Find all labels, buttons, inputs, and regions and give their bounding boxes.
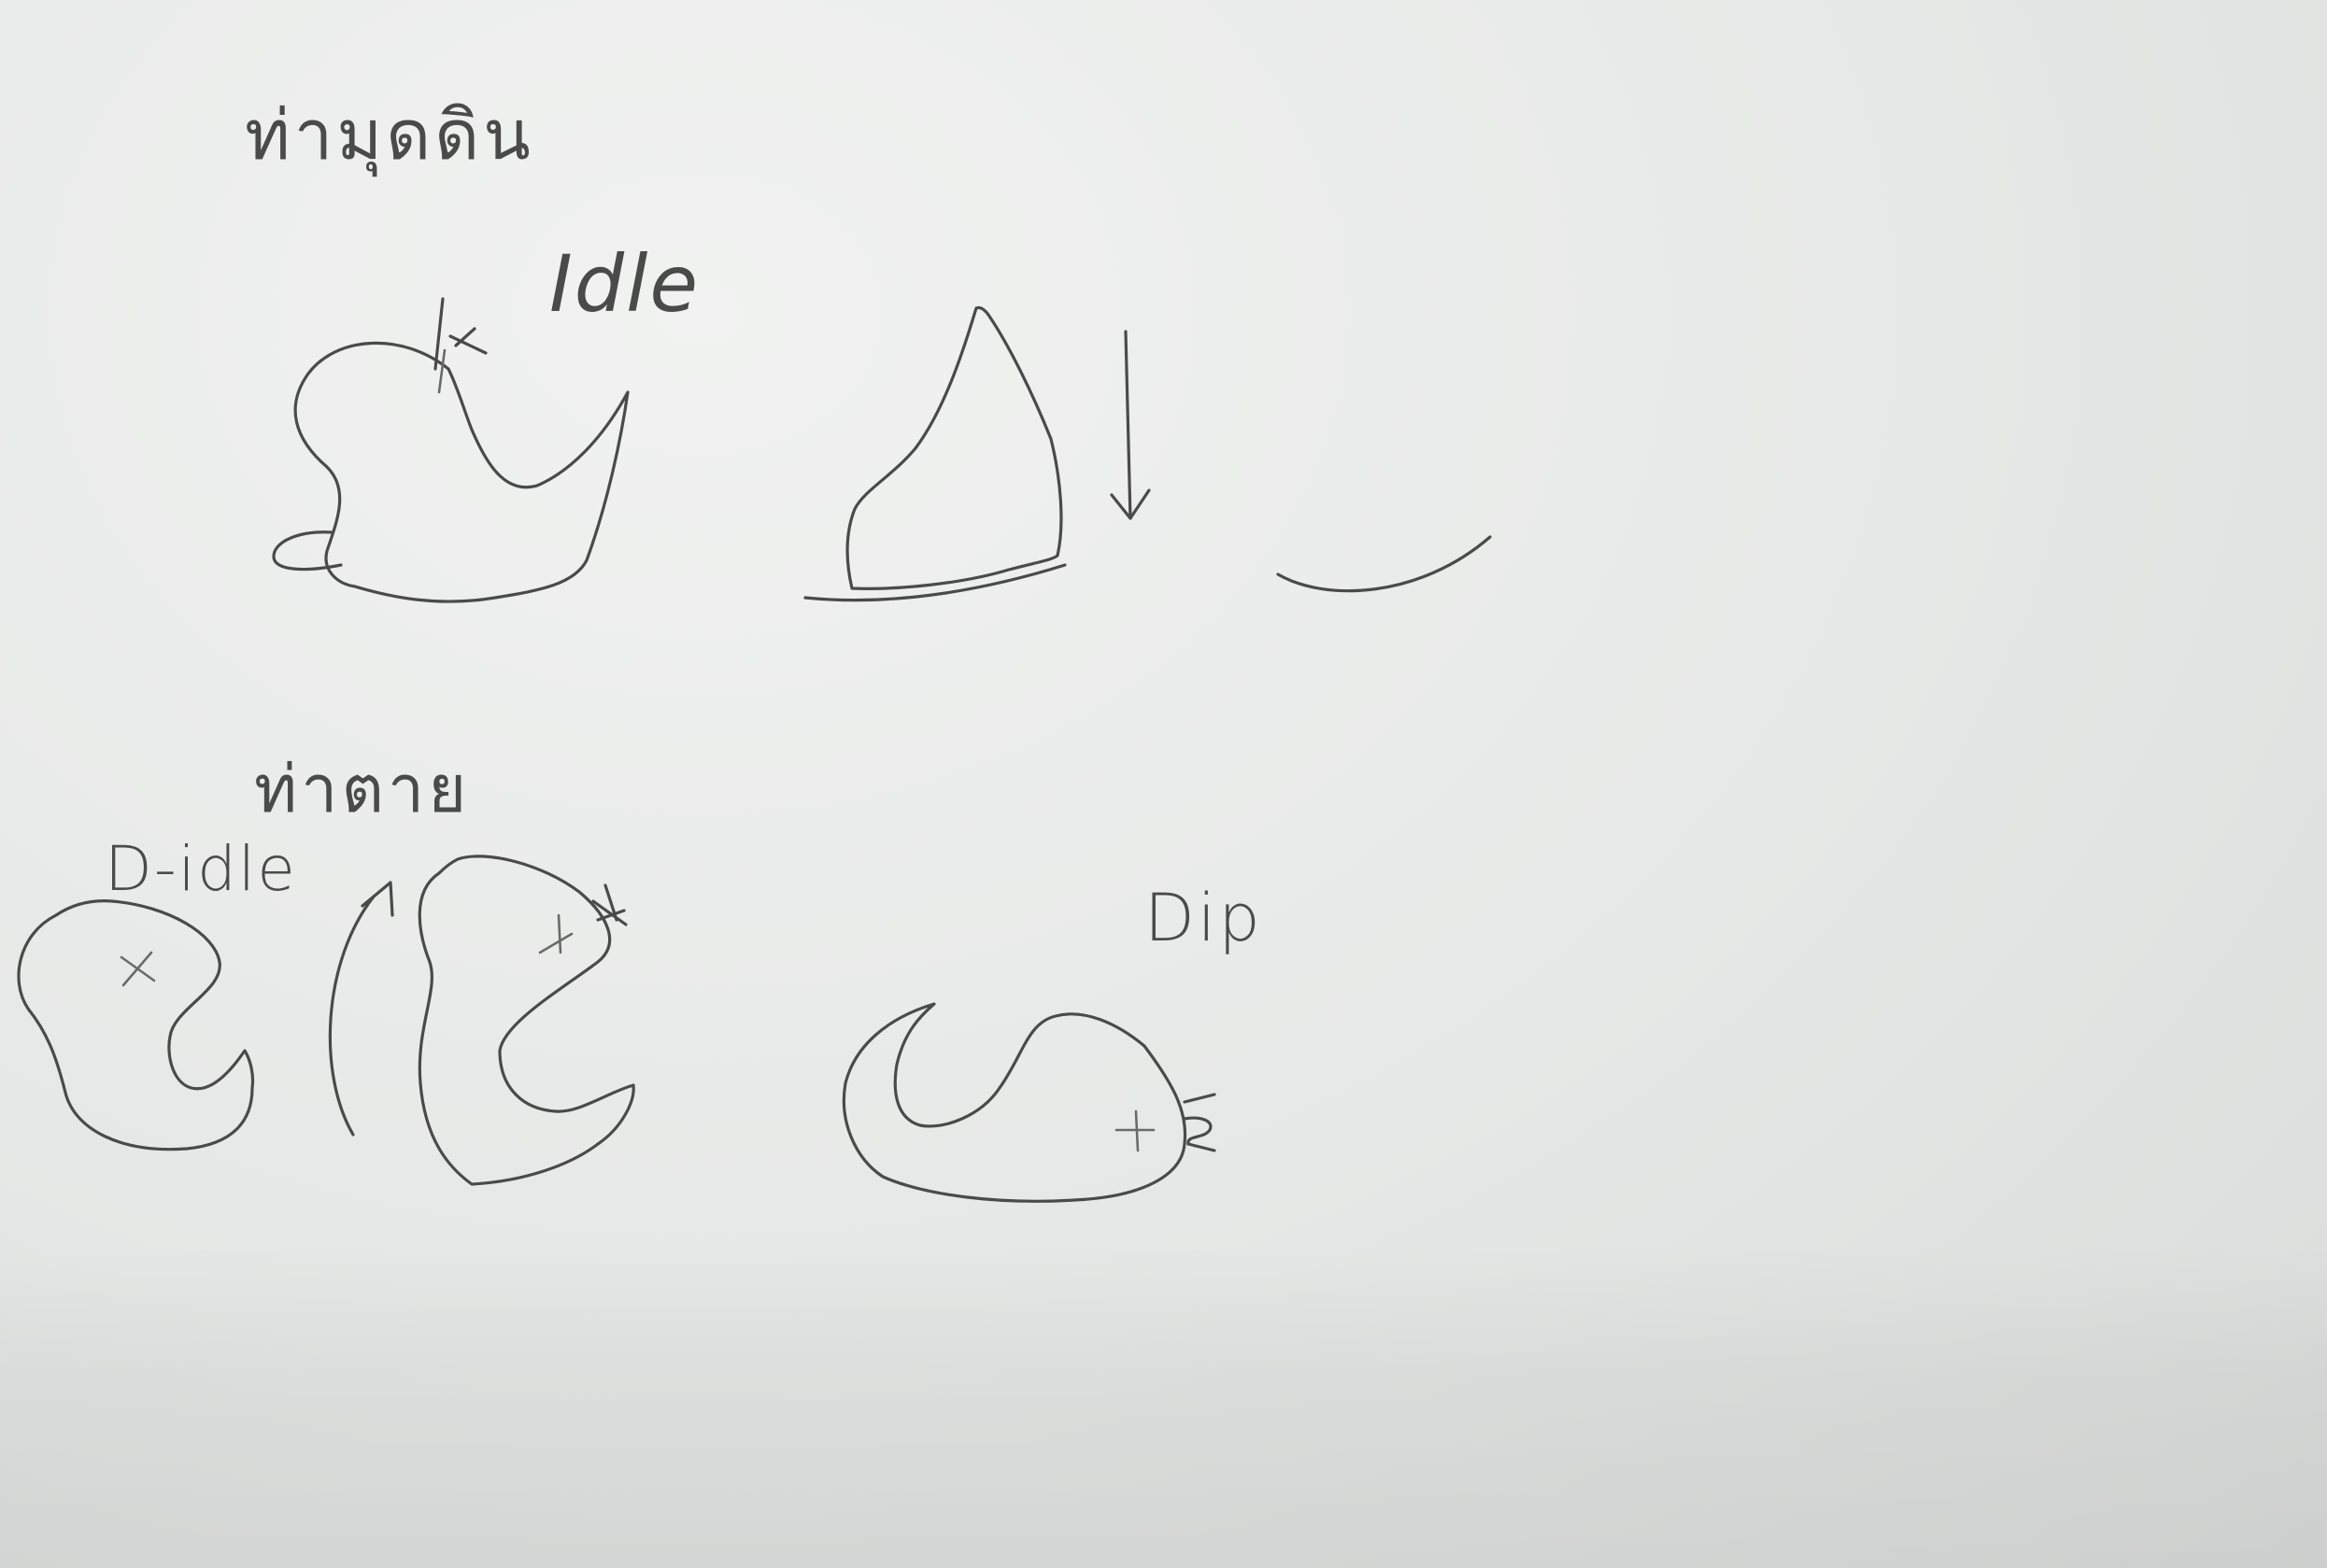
paper-shadow: [0, 1242, 2327, 1568]
sketch-ground-only: [1276, 535, 1492, 593]
sketch-dying-creature: [418, 855, 635, 1186]
sketch-curved-arrow: [328, 881, 394, 1137]
sketch-fin-emerging: [803, 305, 1067, 602]
label-d-idle: D-idle: [105, 833, 297, 905]
sketch-dip-creature: [842, 1002, 1216, 1203]
label-idle: Idle: [549, 238, 701, 330]
label-pose-dying: ท่าตาย: [254, 751, 471, 827]
sketch-down-arrow: [1110, 330, 1151, 520]
label-pose-standing: ท่ามุดดิน: [245, 95, 534, 176]
label-dip: Dip: [1144, 880, 1263, 956]
sketch-idle-creature: [272, 297, 630, 603]
sketch-d-idle-creature: [17, 899, 255, 1151]
